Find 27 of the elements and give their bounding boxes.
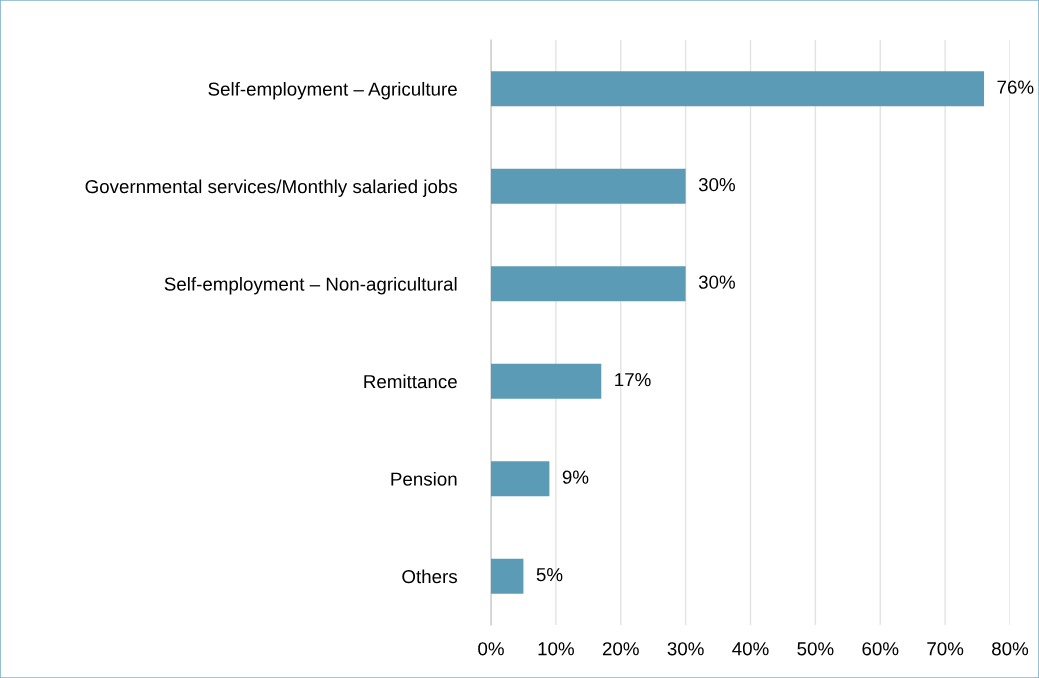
y-tick-label: Remittance <box>364 374 457 389</box>
y-tick-label: Governmental services/Monthly salaried jobs <box>85 179 458 197</box>
x-tick-label: 70% <box>927 642 964 656</box>
x-tick-label: 80% <box>992 642 1029 656</box>
bar <box>491 461 550 497</box>
data-label: 30% <box>698 178 735 192</box>
bar <box>491 168 686 204</box>
x-tick-label: 40% <box>732 642 769 656</box>
x-tick-label: 0% <box>478 642 504 656</box>
x-tick-label: 20% <box>602 642 639 656</box>
bar <box>491 558 524 594</box>
y-tick-label: Others <box>402 569 457 584</box>
data-label: 30% <box>698 275 735 289</box>
y-tick-label: Pension <box>391 471 457 486</box>
bar <box>491 71 985 107</box>
y-tick-label: Self-employment – Non-agricultural <box>164 276 457 295</box>
data-label: 76% <box>997 80 1034 94</box>
x-tick-label: 60% <box>862 642 899 656</box>
data-label: 17% <box>615 373 651 387</box>
bar <box>491 266 686 302</box>
x-tick-label: 50% <box>797 642 834 656</box>
data-label: 9% <box>562 470 589 484</box>
bar <box>491 363 602 399</box>
x-tick-label: 30% <box>667 642 704 656</box>
x-tick-label: 10% <box>538 642 574 656</box>
data-label: 5% <box>536 568 563 582</box>
y-tick-label: Self-employment – Agriculture <box>208 81 457 100</box>
